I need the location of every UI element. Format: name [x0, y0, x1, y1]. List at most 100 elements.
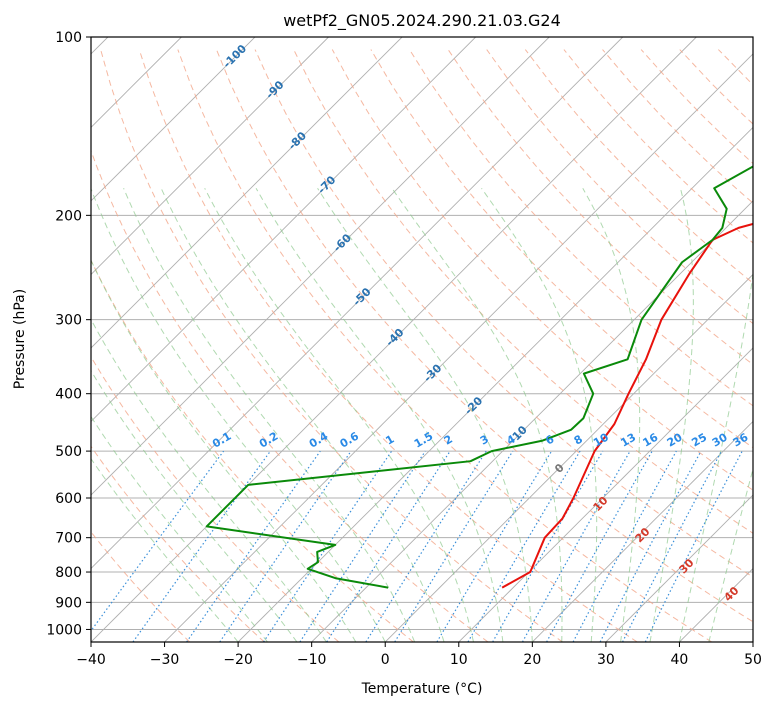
isotherm-label: -60 [331, 231, 354, 254]
moist-adiabat-label: 40 [721, 584, 741, 604]
dry-adiabat-line [91, 531, 191, 642]
x-tick-label: 0 [381, 652, 390, 668]
isotherm-line [458, 347, 753, 642]
mixing-ratio-label: 0.1 [210, 430, 233, 451]
isotherm-line [237, 126, 753, 642]
moist-adiabat-line [649, 188, 694, 642]
mixing-ratio-line [299, 450, 426, 642]
dry-adiabat-line [254, 49, 753, 578]
moist-adiabat-line [481, 187, 598, 642]
x-axis-label: Temperature (°C) [361, 681, 483, 697]
dry-adiabat-line [293, 49, 753, 534]
x-tick-label: −40 [76, 652, 106, 668]
moist-adiabat-line [91, 457, 239, 642]
y-tick-label: 1000 [46, 622, 82, 638]
isotherm-label: -100 [221, 42, 250, 71]
y-tick-label: 700 [55, 531, 82, 547]
dry-adiabat-line [100, 49, 563, 642]
dry-adiabat-line [370, 49, 753, 449]
isotherm-label: -90 [263, 78, 286, 101]
mixing-ratio-line [599, 450, 702, 642]
moist-adiabat-line [123, 188, 416, 642]
moist-adiabat-label: 20 [632, 525, 652, 545]
isotherm-label: -70 [315, 173, 338, 196]
isotherm-line [384, 273, 753, 642]
mixing-ratio-label: 0.2 [257, 430, 280, 451]
y-tick-label: 300 [55, 313, 82, 329]
moist-adiabat-line [91, 259, 357, 642]
dry-adiabat-line [331, 49, 753, 491]
mixing-ratio-line [521, 450, 631, 642]
mixing-ratio-label: 30 [710, 430, 730, 449]
mixing-ratio-line [263, 450, 393, 642]
plot-frame [90, 36, 754, 643]
mixing-ratio-line [91, 450, 225, 632]
x-tick-label: −10 [297, 652, 327, 668]
mixing-ratio-label: 16 [641, 430, 661, 449]
mixing-ratio-label: 2 [442, 433, 455, 448]
dry-adiabat-line [447, 49, 753, 366]
dry-adiabat-line [486, 49, 753, 325]
x-tick-label: 30 [597, 652, 615, 668]
x-tick-label: 10 [450, 652, 468, 668]
isotherm-line [91, 37, 624, 570]
y-tick-label: 400 [55, 387, 82, 403]
chart-title: wetPf2_GN05.2024.290.21.03.G24 [283, 11, 561, 31]
isotherm-label: -40 [383, 326, 406, 349]
dry-adiabat-line [640, 49, 753, 165]
isotherm-line [752, 641, 753, 642]
axis-ticks: −40 −30 −20 −10 0 10 20 30 40 5010020030040050060… [46, 30, 762, 668]
line-labels: -100-90-80-70-60-50-40-30-20-100.1 0.2 0.4… [210, 42, 750, 604]
dry-adiabat-line [91, 149, 489, 642]
mixing-ratio-label: 1.5 [412, 430, 435, 451]
y-axis-label: Pressure (hPa) [12, 289, 28, 389]
dry-adiabat-line [91, 259, 414, 642]
temperature-line [501, 222, 753, 589]
isotherm-line [91, 37, 256, 202]
mixing-ratio-label: 0.4 [307, 429, 331, 450]
mixing-ratio-line [467, 450, 581, 642]
moist-adiabat-line [317, 187, 533, 642]
dry-adiabat-line [215, 49, 753, 623]
x-tick-label: 40 [671, 652, 689, 668]
mixing-ratio-line [326, 450, 451, 642]
isotherm-line [91, 37, 403, 349]
mixing-ratio-line [546, 450, 653, 642]
dry-adiabat-line [409, 49, 753, 407]
mixing-ratio-label: 36 [731, 430, 751, 449]
moist-adiabat-line [204, 188, 474, 642]
mixing-ratio-line [186, 450, 321, 642]
dry-adiabat-line [757, 50, 775, 642]
moist-adiabat-line [91, 369, 298, 642]
moist-adiabat-line [255, 187, 504, 642]
mixing-ratio-line [394, 450, 514, 642]
background-lines [91, 37, 775, 642]
y-tick-label: 500 [55, 444, 82, 460]
mixing-ratio-label: 8 [572, 433, 585, 448]
moist-adiabat-label: 10 [591, 494, 611, 514]
moist-adiabat-line [678, 270, 753, 642]
moist-adiabat-line [91, 415, 268, 642]
moist-adiabat-line [91, 188, 386, 642]
dry-adiabat-line [717, 49, 753, 86]
x-tick-label: −20 [223, 652, 253, 668]
y-tick-label: 600 [55, 491, 82, 507]
isotherm-line [91, 37, 476, 423]
dry-adiabat-line [563, 49, 753, 244]
mixing-ratio-line [219, 450, 352, 642]
x-tick-label: 50 [744, 652, 762, 668]
y-tick-label: 200 [55, 208, 82, 224]
isotherm-line [679, 567, 753, 642]
dry-adiabat-line [602, 49, 753, 204]
mixing-ratio-line [572, 450, 677, 642]
isotherm-line [91, 37, 550, 496]
isotherm-line [532, 420, 753, 642]
dewpoint-line [205, 165, 753, 589]
mixing-ratio-line [365, 450, 487, 642]
mixing-ratio-label: 6 [543, 432, 556, 447]
mixing-ratio-label: 3 [478, 433, 491, 448]
y-tick-label: 900 [55, 595, 82, 611]
dry-adiabat-line [177, 49, 713, 642]
profile-lines [205, 165, 753, 589]
